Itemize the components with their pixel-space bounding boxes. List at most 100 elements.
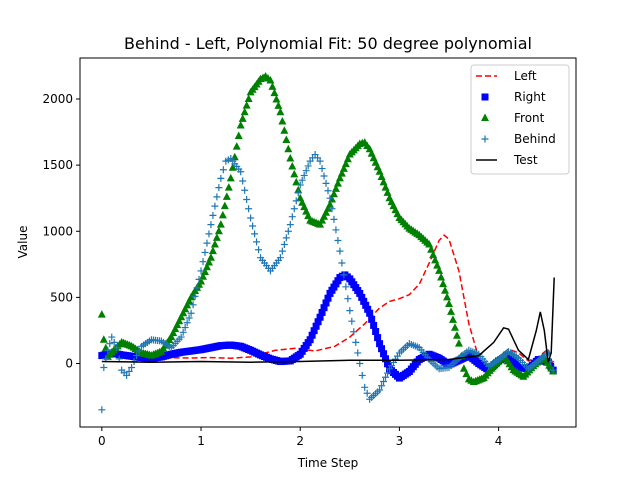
data-point-front: [331, 184, 340, 192]
data-point-right: [376, 340, 384, 348]
data-point-behind: [290, 205, 298, 213]
data-point-behind: [336, 247, 344, 255]
data-point-front: [202, 262, 211, 271]
data-point-behind: [352, 338, 360, 346]
plot-frame: [79, 57, 577, 428]
data-point-behind: [298, 176, 306, 184]
data-point-behind: [217, 174, 225, 182]
data-point-right: [318, 308, 326, 316]
data-point-behind: [205, 230, 213, 238]
data-point-front: [343, 154, 352, 163]
data-point-behind: [348, 317, 356, 325]
data-point-right: [370, 321, 378, 329]
data-point-front: [443, 292, 452, 301]
data-point-right: [368, 315, 376, 323]
data-point-right: [372, 328, 380, 336]
data-point-right: [310, 327, 318, 335]
legend-swatch-front: [481, 113, 489, 121]
data-point-behind: [209, 211, 217, 219]
data-point-right: [362, 301, 370, 309]
data-point-front: [99, 335, 108, 343]
data-point-behind: [549, 366, 557, 374]
data-point-behind: [133, 352, 141, 360]
data-point-front: [266, 75, 275, 84]
data-point-behind: [106, 340, 114, 348]
data-point-front: [320, 212, 329, 220]
data-point-behind: [128, 363, 136, 371]
data-point-front: [439, 279, 448, 288]
data-point-behind: [108, 333, 116, 341]
x-tick-label: 3: [396, 434, 404, 448]
data-point-behind: [358, 371, 366, 379]
data-point-behind: [380, 378, 388, 386]
data-point-right: [360, 297, 368, 305]
data-point-behind: [382, 373, 390, 381]
data-point-behind: [113, 344, 121, 352]
data-point-behind: [318, 165, 326, 173]
data-point-front: [169, 328, 178, 337]
data-point-front: [448, 315, 457, 323]
data-point-behind: [191, 292, 199, 300]
data-point-front: [290, 169, 299, 178]
data-point-front: [445, 299, 454, 307]
data-point-front: [324, 204, 332, 212]
legend-label-right: Right: [514, 90, 546, 104]
data-point-front: [284, 144, 293, 153]
data-point-behind: [320, 172, 328, 180]
data-point-front: [181, 304, 190, 313]
data-point-behind: [340, 271, 348, 279]
data-point-front: [242, 101, 251, 109]
data-point-behind: [361, 383, 369, 391]
data-point-behind: [282, 234, 290, 242]
data-point-behind: [344, 295, 352, 303]
data-point-behind: [338, 259, 346, 267]
data-point-behind: [135, 347, 143, 355]
data-point-front: [212, 233, 221, 241]
data-point-front: [218, 210, 227, 219]
data-point-front: [272, 95, 281, 103]
data-point-behind: [247, 214, 255, 222]
data-point-front: [274, 101, 283, 109]
data-point-front: [462, 369, 471, 378]
data-point-behind: [179, 328, 187, 336]
data-point-front: [282, 135, 291, 143]
data-point-front: [459, 364, 468, 372]
data-point-behind: [219, 166, 227, 174]
data-point-behind: [185, 314, 193, 322]
x-tick-label: 2: [296, 434, 304, 448]
data-point-behind: [207, 221, 215, 229]
data-point-front: [97, 310, 106, 318]
data-point-behind: [334, 237, 342, 245]
data-point-front: [183, 300, 192, 309]
legend-label-front: Front: [514, 111, 545, 125]
data-point-right: [308, 331, 316, 339]
data-point-right: [356, 289, 364, 297]
y-tick-label: 1000: [42, 224, 73, 238]
data-point-front: [171, 324, 180, 333]
data-point-behind: [181, 324, 189, 332]
data-point-front: [335, 173, 344, 182]
data-point-behind: [378, 382, 386, 390]
data-point-front: [268, 82, 277, 90]
data-point-front: [337, 169, 346, 177]
data-point-behind: [183, 319, 191, 327]
data-point-behind: [292, 197, 300, 205]
data-point-behind: [199, 258, 207, 266]
data-point-right: [314, 318, 322, 326]
data-point-behind: [253, 238, 261, 246]
data-point-behind: [294, 189, 302, 197]
y-tick-label: 1500: [42, 158, 73, 172]
x-axis-label: Time Step: [297, 456, 359, 470]
data-point-behind: [302, 167, 310, 175]
data-point-front: [288, 161, 297, 170]
data-point-front: [204, 257, 213, 266]
data-point-front: [454, 339, 463, 347]
data-point-behind: [249, 222, 257, 230]
x-tick-label: 4: [495, 434, 503, 448]
data-point-behind: [187, 309, 195, 317]
data-point-behind: [125, 367, 133, 375]
data-point-behind: [215, 184, 223, 192]
data-point-front: [437, 273, 446, 281]
data-point-front: [234, 131, 243, 140]
